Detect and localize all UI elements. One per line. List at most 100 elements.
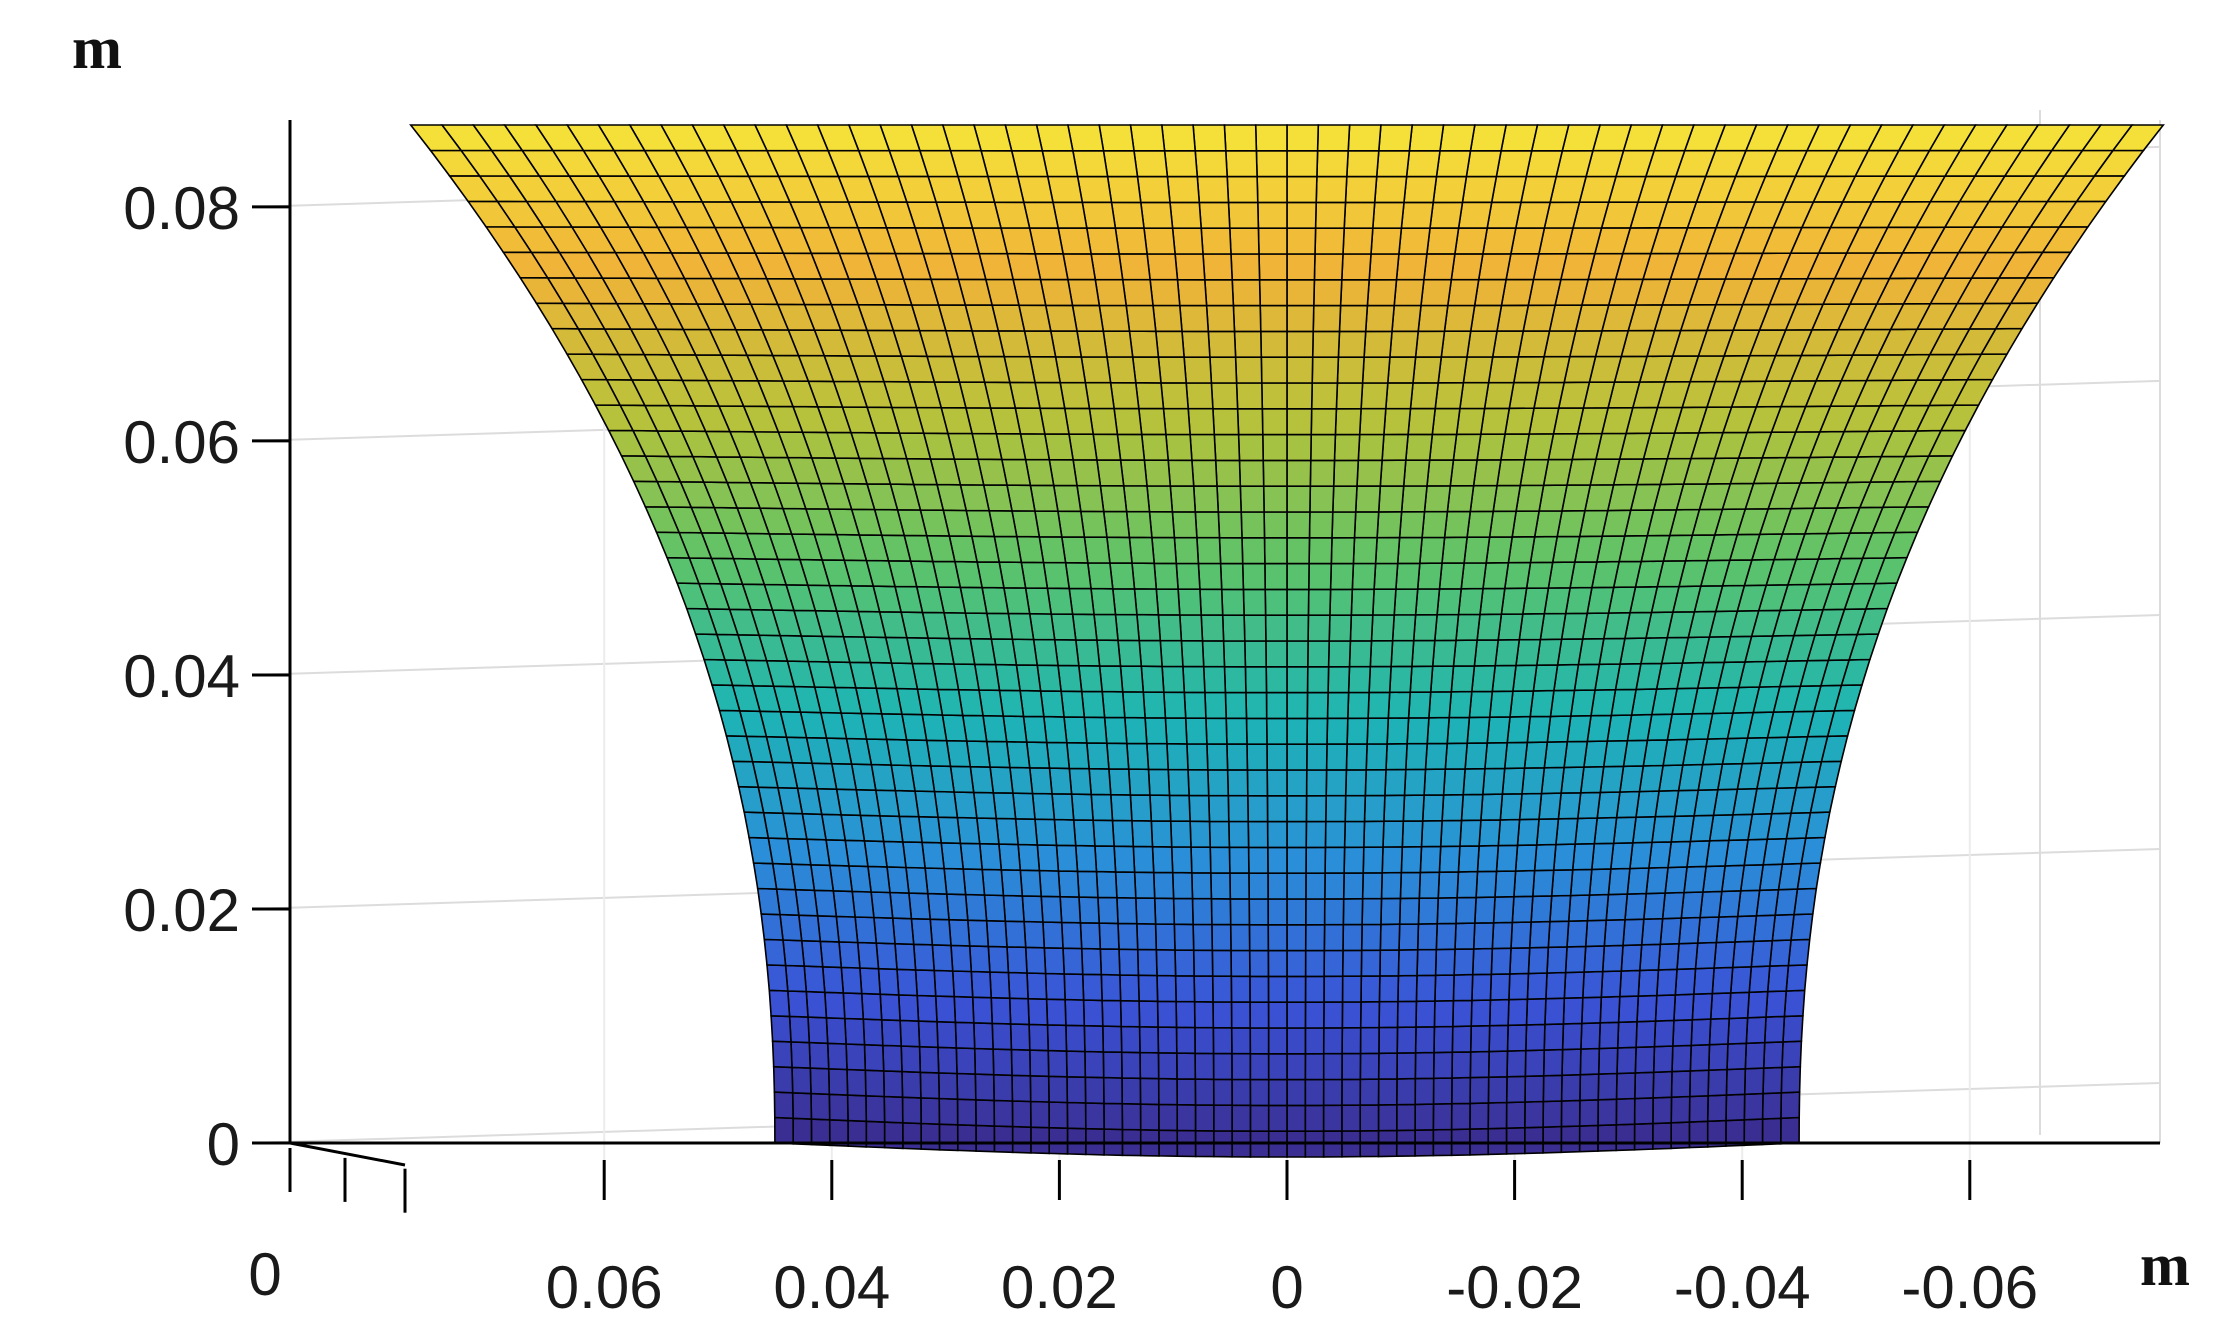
surface-cell — [1745, 1016, 1767, 1045]
surface-cell — [1286, 253, 1316, 281]
surface-cell — [1117, 922, 1139, 951]
surface-cell — [1200, 227, 1232, 255]
surface-cell — [1388, 665, 1413, 694]
surface-cell — [782, 939, 806, 967]
surface-cell — [1603, 918, 1626, 947]
surface-cell — [1120, 1025, 1141, 1054]
surface-cell — [1472, 458, 1502, 487]
surface-cell — [1286, 588, 1310, 617]
surface-cell — [1286, 1078, 1307, 1107]
surface-cell — [768, 989, 791, 1018]
surface-cell — [1341, 1104, 1361, 1132]
surface-cell — [966, 919, 990, 948]
surface-cell — [1109, 562, 1136, 590]
surface-cell — [945, 893, 969, 922]
surface-cell — [1207, 330, 1237, 359]
surface-cell — [1131, 356, 1162, 384]
surface-cell — [1286, 562, 1310, 591]
surface-cell — [1360, 949, 1382, 977]
surface-cell — [1156, 974, 1177, 1003]
surface-cell — [1743, 1118, 1764, 1147]
surface-cell — [880, 1018, 903, 1047]
surface-cell — [1571, 842, 1596, 871]
surface-cell — [1509, 227, 1546, 255]
surface-cell — [1496, 458, 1526, 487]
surface-cell — [1227, 794, 1250, 823]
surface-cell — [1402, 794, 1425, 822]
surface-cell — [1743, 1067, 1765, 1096]
surface-cell — [896, 968, 919, 997]
surface-cell — [1103, 716, 1128, 745]
surface-cell — [1574, 817, 1599, 845]
surface-cell — [1109, 793, 1133, 822]
surface-cell — [924, 867, 948, 895]
surface-cell — [1322, 1026, 1344, 1055]
surface-cell — [1116, 433, 1146, 461]
surface-cell — [1580, 996, 1603, 1025]
surface-cell — [1634, 1045, 1656, 1074]
surface-cell — [1149, 278, 1181, 307]
surface-cell — [1370, 227, 1403, 255]
surface-cell — [1448, 690, 1473, 719]
surface-cell — [1363, 794, 1386, 823]
surface-cell — [1153, 562, 1179, 591]
surface-cell — [1343, 201, 1376, 229]
surface-cell — [1163, 150, 1199, 178]
surface-cell — [1007, 971, 1029, 1000]
surface-cell — [766, 964, 789, 992]
surface-cell — [990, 996, 1012, 1025]
surface-cell — [1607, 867, 1631, 896]
surface-cell — [1139, 1077, 1160, 1106]
surface-cell — [1066, 1101, 1087, 1130]
surface-cell — [1017, 843, 1041, 872]
surface-cell — [1351, 562, 1377, 591]
surface-cell — [1226, 743, 1249, 771]
surface-cell — [1167, 459, 1195, 487]
surface-cell — [1443, 510, 1472, 539]
surface-cell — [1547, 920, 1570, 949]
surface-cell — [894, 942, 917, 971]
surface-cell — [953, 995, 975, 1024]
surface-cell — [1323, 975, 1344, 1003]
surface-cell — [1583, 945, 1606, 973]
surface-cell — [843, 1017, 866, 1046]
surface-cell — [1025, 741, 1051, 769]
surface-cell — [920, 1122, 941, 1151]
surface-cell — [1359, 1026, 1380, 1055]
surface-cell — [1029, 1100, 1051, 1129]
surface-cell — [1597, 1098, 1618, 1127]
surface-cell — [1286, 872, 1307, 900]
surface-cell — [1111, 587, 1138, 616]
surface-cell — [1398, 923, 1420, 951]
surface-cell — [1231, 1078, 1252, 1107]
surface-cell — [1431, 407, 1461, 436]
surface-cell — [1265, 665, 1288, 694]
surface-cell — [1227, 201, 1260, 229]
surface-cell — [810, 1092, 831, 1121]
surface-cell — [1787, 938, 1811, 967]
surface-cell — [1249, 1027, 1270, 1055]
surface-cell — [1304, 1027, 1325, 1055]
surface-cell — [1177, 588, 1203, 616]
surface-cell — [975, 817, 1000, 845]
surface-cell — [1286, 665, 1309, 694]
surface-cell — [1424, 742, 1449, 771]
surface-cell — [1229, 872, 1251, 900]
surface-cell — [1306, 665, 1330, 694]
surface-cell — [992, 791, 1017, 820]
surface-cell — [1353, 511, 1380, 539]
surface-cell — [1028, 1049, 1050, 1078]
surface-cell — [1012, 792, 1036, 821]
surface-cell — [1599, 995, 1621, 1024]
surface-cell — [1416, 562, 1443, 590]
surface-cell — [1344, 768, 1368, 797]
surface-cell — [1452, 639, 1478, 667]
surface-cell — [1426, 716, 1451, 745]
surface-cell — [1164, 717, 1188, 745]
surface-cell — [1175, 1000, 1196, 1029]
surface-cell — [792, 1117, 813, 1146]
surface-cell — [1149, 794, 1172, 822]
surface-cell — [1670, 1070, 1692, 1099]
surface-cell — [1114, 871, 1137, 899]
surface-cell — [1243, 640, 1268, 668]
